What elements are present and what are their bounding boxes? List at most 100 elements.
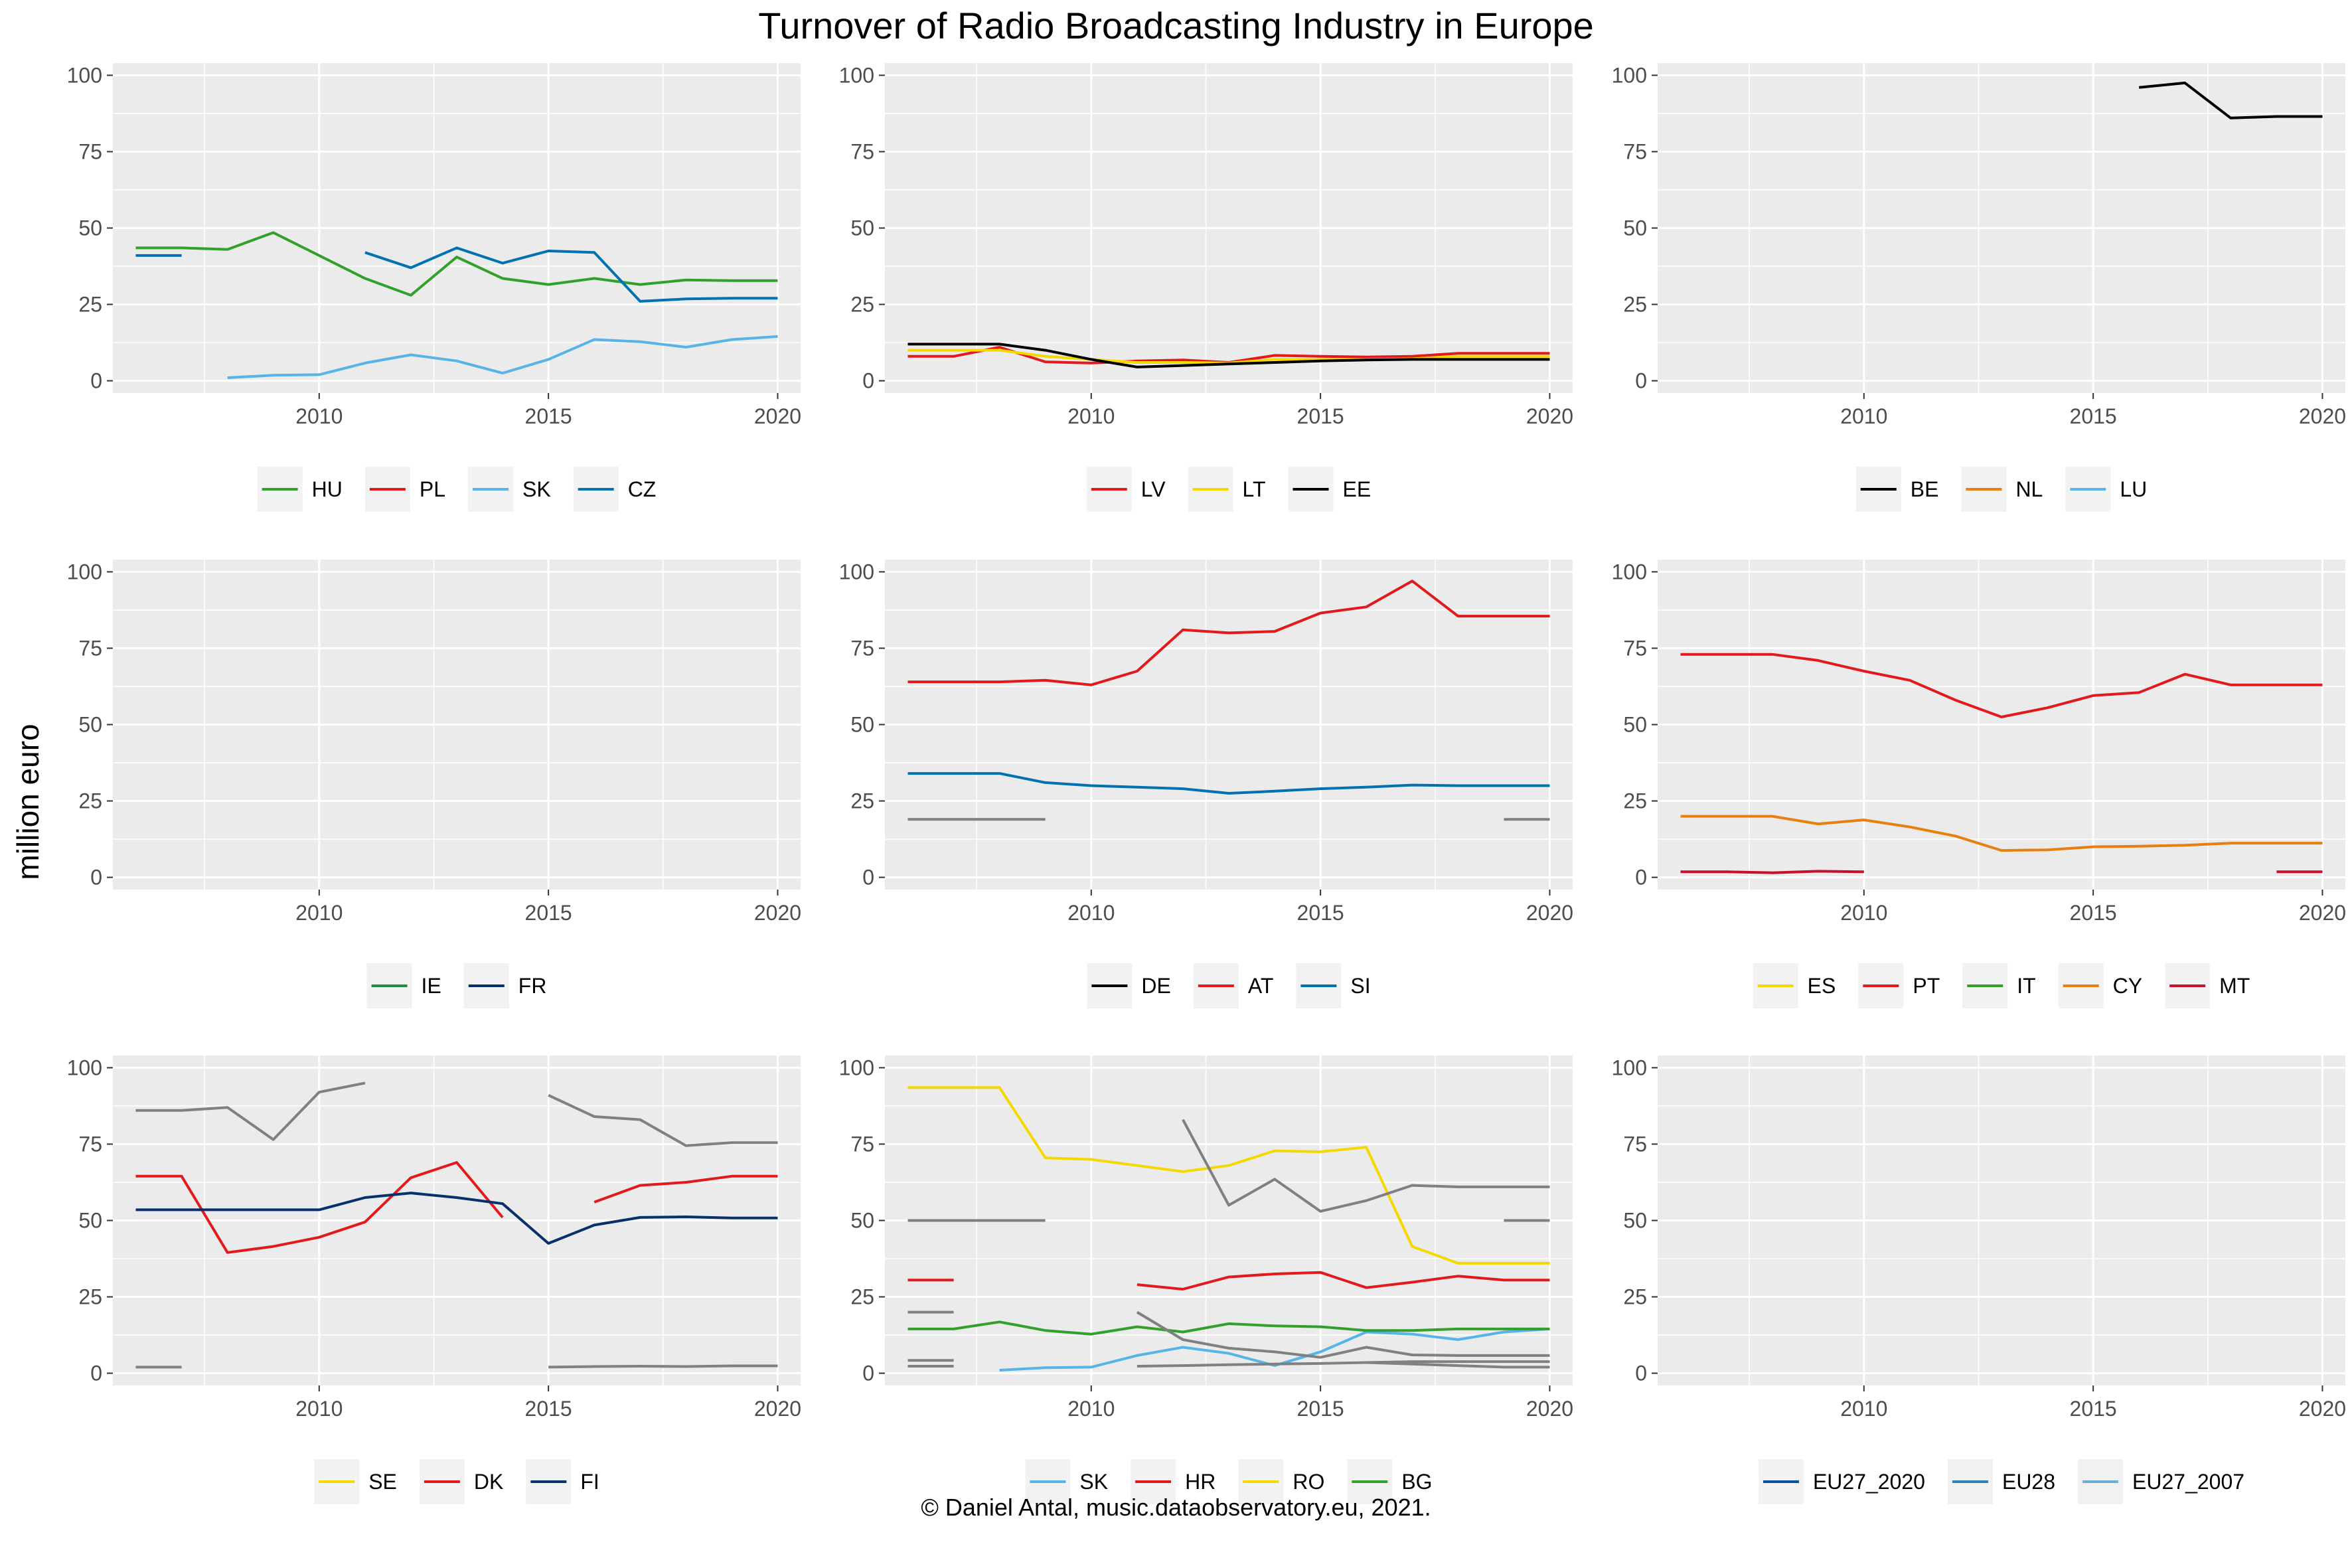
legend-label: ES (1808, 974, 1836, 998)
x-tick-label: 2020 (754, 1397, 801, 1421)
legend-label: FI (580, 1470, 599, 1494)
legend-label: CZ (628, 477, 657, 501)
y-tick-label: 50 (850, 1209, 874, 1233)
series-line-unlabelled (1136, 1310, 1550, 1359)
legend-label: DK (474, 1470, 503, 1494)
y-tick-label: 100 (1612, 63, 1647, 87)
y-tick-label: 50 (78, 216, 102, 240)
x-tick-label: 2015 (2070, 901, 2117, 925)
legend: IE FR (366, 963, 547, 1008)
x-tick-label: 2015 (2070, 1397, 2117, 1421)
y-tick-label: 50 (1623, 216, 1647, 240)
y-tick-label: 100 (839, 560, 874, 584)
panel-2: 0 25 50 75 100 2010 2015 2020 LV LT EE (839, 63, 1573, 512)
y-tick-label: 75 (1623, 139, 1647, 163)
panel-3: 0 25 50 75 100 2010 2015 2020 BE NL LU (1612, 63, 2346, 512)
y-tick-label: 0 (1635, 1362, 1647, 1385)
panel-7: 0 25 50 75 100 2010 2015 2020 SE DK FI (67, 1056, 801, 1504)
y-tick-label: 50 (850, 216, 874, 240)
x-tick-label: 2015 (525, 901, 572, 925)
y-tick-label: 75 (78, 139, 102, 163)
x-tick-label: 2015 (1297, 1397, 1344, 1421)
y-tick-label: 50 (78, 713, 102, 737)
legend-label: BE (1911, 477, 1939, 501)
y-tick-label: 0 (862, 1362, 874, 1385)
legend: EU27_2020 EU28 EU27_2007 (1758, 1459, 2244, 1504)
panel-4: 0 25 50 75 100 2010 2015 2020 IE FR (67, 560, 801, 1008)
legend-label: EE (1343, 477, 1372, 501)
legend: DE AT SI (1087, 963, 1371, 1008)
y-tick-label: 25 (1623, 789, 1647, 813)
y-tick-label: 50 (78, 1209, 102, 1233)
legend-label: PL (420, 477, 445, 501)
x-tick-label: 2015 (525, 404, 572, 428)
x-tick-label: 2020 (2299, 1397, 2346, 1421)
series-line-be (2139, 81, 2323, 119)
legend-label: CY (2113, 974, 2142, 998)
series-line-bg (907, 1320, 1550, 1336)
legend-label: HR (1185, 1470, 1215, 1494)
series-line-hr (1137, 1271, 1550, 1291)
series-line-fi (135, 1192, 778, 1245)
panel-5: 0 25 50 75 100 2010 2015 2020 DE AT SI (839, 560, 1573, 1008)
legend-label: FR (518, 974, 547, 998)
legend: SE DK FI (314, 1459, 599, 1504)
y-tick-label: 50 (1623, 713, 1647, 737)
y-tick-label: 0 (90, 866, 102, 890)
panel-8: 0 25 50 75 100 2010 2015 2020 SK HR RO BG (839, 1056, 1573, 1504)
legend-label: BG (1401, 1470, 1432, 1494)
series-line-unlabelled (1182, 1119, 1550, 1213)
x-tick-label: 2020 (2299, 901, 2346, 925)
legend: ES PT IT CY MT (1753, 963, 2250, 1008)
legend: BE NL LU (1855, 467, 2147, 512)
x-tick-label: 2020 (1526, 1397, 1573, 1421)
x-tick-label: 2010 (1067, 901, 1115, 925)
legend: LV LT EE (1086, 467, 1372, 512)
legend-label: LU (2120, 477, 2147, 501)
y-tick-label: 0 (90, 1362, 102, 1385)
y-tick-label: 100 (839, 63, 874, 87)
legend-label: DE (1141, 974, 1170, 998)
x-tick-label: 2010 (1067, 1397, 1115, 1421)
y-tick-label: 25 (850, 293, 874, 317)
x-tick-label: 2010 (295, 901, 343, 925)
y-tick-label: 0 (1635, 369, 1647, 393)
panel-1: 0 25 50 75 100 2010 2015 2020 HU PL SK CZ (67, 63, 801, 512)
y-tick-label: 25 (1623, 293, 1647, 317)
x-tick-label: 2010 (1067, 404, 1115, 428)
y-tick-label: 0 (1635, 866, 1647, 890)
legend-label: MT (2219, 974, 2250, 998)
legend-label: SK (522, 477, 551, 501)
x-tick-label: 2020 (1526, 404, 1573, 428)
y-tick-label: 25 (78, 293, 102, 317)
series-line-unlabelled (135, 1081, 366, 1141)
x-tick-label: 2020 (754, 901, 801, 925)
legend-label: EU27_2020 (1813, 1470, 1925, 1494)
y-tick-label: 0 (862, 369, 874, 393)
y-tick-label: 25 (78, 789, 102, 813)
series-line-si (907, 772, 1550, 795)
y-tick-label: 75 (850, 139, 874, 163)
series-line-sk (227, 335, 778, 379)
x-tick-label: 2015 (1297, 404, 1344, 428)
series-line-at (907, 580, 1550, 686)
x-tick-label: 2015 (1297, 901, 1344, 925)
y-tick-label: 25 (1623, 1285, 1647, 1309)
series-line-cy (1680, 815, 2323, 852)
y-tick-label: 75 (78, 636, 102, 660)
y-tick-label: 75 (1623, 636, 1647, 660)
x-tick-label: 2015 (2070, 404, 2117, 428)
legend-label: IE (422, 974, 441, 998)
legend-label: SE (368, 1470, 397, 1494)
y-tick-label: 100 (1612, 1056, 1647, 1079)
series-line-dk (593, 1174, 778, 1204)
legend-label: LV (1141, 477, 1166, 501)
y-tick-label: 0 (862, 866, 874, 890)
caption: © Daniel Antal, music.dataobservatory.eu… (921, 1494, 1431, 1521)
legend: SK HR RO BG (1025, 1459, 1433, 1504)
legend-label: EU27_2007 (2132, 1470, 2244, 1494)
y-tick-label: 50 (850, 713, 874, 737)
x-tick-label: 2020 (2299, 404, 2346, 428)
